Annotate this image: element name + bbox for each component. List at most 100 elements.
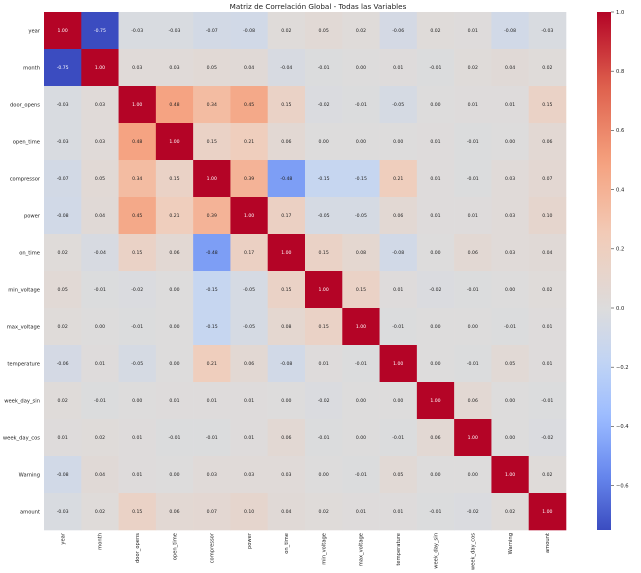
cell-label-max_voltage-week_day_cos: 0.00 (468, 324, 478, 330)
cell-month-amount (528, 49, 567, 87)
cell-week_day_cos-open_time (155, 419, 194, 457)
cell-label-power-temperature: 0.06 (393, 213, 403, 219)
cell-week_day_sin-on_time (267, 382, 306, 420)
cell-label-compressor-max_voltage: -0.15 (355, 176, 367, 182)
cell-label-year-power: -0.08 (243, 28, 255, 34)
cell-door_opens-min_voltage (305, 86, 343, 124)
cell-power-on_time (267, 197, 306, 235)
cell-door_opens-week_day_cos (454, 86, 492, 124)
cell-label-on_time-open_time: 0.06 (169, 250, 179, 256)
cell-min_voltage-month (81, 271, 119, 309)
cell-on_time-Warning (491, 234, 530, 272)
cell-label-open_time-Warning: 0.00 (505, 139, 515, 145)
row-label-on_time: on_time (19, 250, 40, 256)
cell-on_time-compressor (193, 234, 231, 272)
cell-compressor-year (44, 160, 82, 198)
cell-label-open_time-temperature: 0.00 (393, 139, 403, 145)
cell-label-max_voltage-on_time: 0.08 (281, 324, 291, 330)
cell-year-temperature (379, 12, 418, 50)
cell-label-power-open_time: 0.21 (169, 213, 179, 219)
cell-week_day_cos-max_voltage (342, 419, 380, 457)
cell-label-year-week_day_sin: 0.02 (430, 28, 440, 34)
cell-amount-month (81, 493, 119, 531)
cell-label-Warning-temperature: 0.05 (393, 472, 403, 478)
cell-week_day_sin-week_day_cos (454, 382, 492, 420)
row-label-min_voltage: min_voltage (8, 287, 40, 293)
cell-label-on_time-temperature: -0.08 (392, 250, 404, 256)
cell-label-amount-month: 0.02 (95, 509, 105, 515)
colorbar-tick-label: −0.6 (616, 483, 629, 489)
col-label-on_time: on_time (284, 533, 290, 554)
cell-door_opens-door_opens (118, 86, 157, 124)
cell-label-year-on_time: 0.02 (281, 28, 291, 34)
cell-power-year (44, 197, 82, 235)
cell-open_time-year (44, 123, 82, 161)
cell-year-open_time (155, 12, 194, 50)
cell-label-month-week_day_cos: 0.02 (468, 65, 478, 71)
cell-amount-temperature (379, 493, 418, 531)
cell-on_time-amount (528, 234, 567, 272)
cell-label-week_day_sin-year: 0.02 (58, 398, 68, 404)
cell-temperature-compressor (193, 345, 231, 383)
row-label-month: month (23, 65, 40, 71)
cell-open_time-on_time (267, 123, 306, 161)
cell-label-door_opens-door_opens: 1.00 (132, 102, 142, 108)
cell-on_time-door_opens (118, 234, 157, 272)
cell-temperature-temperature (379, 345, 418, 383)
cell-week_day_cos-power (230, 419, 269, 457)
cell-week_day_sin-month (81, 382, 119, 420)
cell-Warning-open_time (155, 456, 194, 494)
cell-Warning-power (230, 456, 269, 494)
cell-label-open_time-compressor: 0.15 (207, 139, 217, 145)
cell-label-Warning-on_time: 0.03 (281, 472, 291, 478)
cell-month-month (81, 49, 119, 87)
cell-month-compressor (193, 49, 231, 87)
cell-label-compressor-week_day_sin: 0.01 (430, 176, 440, 182)
cell-min_voltage-max_voltage (342, 271, 380, 309)
cell-min_voltage-on_time (267, 271, 306, 309)
cell-label-week_day_cos-open_time: -0.01 (169, 435, 181, 441)
cell-week_day_sin-Warning (491, 382, 530, 420)
cell-amount-compressor (193, 493, 231, 531)
cell-label-temperature-Warning: 0.05 (505, 361, 515, 367)
colorbar-gradient (597, 12, 611, 530)
row-label-max_voltage: max_voltage (7, 324, 40, 330)
cell-label-week_day_cos-compressor: -0.01 (206, 435, 218, 441)
col-label-temperature: temperature (396, 533, 402, 566)
cell-month-power (230, 49, 269, 87)
cell-label-week_day_cos-year: 0.01 (58, 435, 68, 441)
cell-max_voltage-door_opens (118, 308, 157, 346)
colorbar-tick-label: 0.8 (616, 69, 624, 75)
col-label-week_day_sin: week_day_sin (433, 533, 439, 569)
cell-label-power-power: 1.00 (244, 213, 254, 219)
cell-min_voltage-amount (528, 271, 567, 309)
cell-label-compressor-open_time: 0.15 (169, 176, 179, 182)
colorbar-tick-label: 1.0 (616, 10, 624, 16)
cell-label-week_day_cos-door_opens: 0.01 (132, 435, 142, 441)
cell-label-door_opens-year: -0.03 (57, 102, 69, 108)
cell-open_time-max_voltage (342, 123, 380, 161)
cell-label-min_voltage-temperature: 0.01 (393, 287, 403, 293)
cell-week_day_sin-open_time (155, 382, 194, 420)
cell-year-power (230, 12, 269, 50)
cell-label-week_day_sin-week_day_sin: 1.00 (430, 398, 440, 404)
col-label-open_time: open_time (172, 533, 178, 560)
cell-week_day_sin-compressor (193, 382, 231, 420)
cell-label-open_time-week_day_sin: 0.01 (430, 139, 440, 145)
cell-label-min_voltage-max_voltage: 0.15 (356, 287, 366, 293)
cell-power-amount (528, 197, 567, 235)
cell-label-max_voltage-Warning: -0.01 (504, 324, 516, 330)
row-label-Warning: Warning (19, 472, 40, 478)
cell-label-year-month: -0.75 (94, 28, 106, 34)
col-label-power: power (247, 532, 253, 549)
cell-door_opens-temperature (379, 86, 418, 124)
cell-temperature-week_day_cos (454, 345, 492, 383)
cell-month-temperature (379, 49, 418, 87)
col-label-month: month (98, 533, 104, 550)
cell-week_day_cos-week_day_cos (454, 419, 492, 457)
cell-label-month-door_opens: 0.03 (132, 65, 142, 71)
cell-Warning-max_voltage (342, 456, 380, 494)
cell-label-compressor-door_opens: 0.34 (132, 176, 142, 182)
cell-label-power-on_time: 0.17 (281, 213, 291, 219)
